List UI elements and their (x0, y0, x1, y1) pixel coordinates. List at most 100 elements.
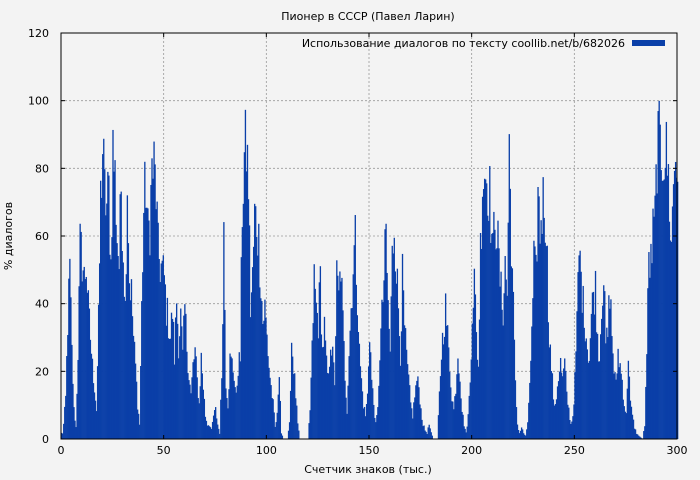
bar (451, 401, 453, 439)
y-tick-label: 20 (35, 365, 49, 378)
bar (200, 352, 202, 439)
bar (370, 352, 372, 439)
bar (357, 332, 360, 439)
bar (668, 221, 671, 439)
bar (520, 427, 523, 439)
bar (507, 222, 509, 439)
bar (118, 269, 120, 439)
bar (622, 399, 624, 439)
bar (145, 207, 147, 439)
bar (426, 434, 428, 439)
bar (363, 406, 366, 439)
bar (478, 319, 481, 439)
bar (211, 421, 214, 439)
bar (102, 154, 104, 439)
bar (383, 280, 385, 439)
bar (376, 415, 378, 439)
bar (511, 268, 514, 439)
bar (170, 312, 173, 439)
bar (278, 377, 280, 439)
bar (628, 376, 631, 439)
bar (320, 334, 323, 439)
bar (182, 349, 184, 439)
bar (570, 423, 572, 439)
bar (663, 179, 665, 440)
bar (495, 249, 497, 439)
bar (506, 295, 508, 439)
bar (671, 206, 674, 439)
bar (232, 372, 234, 439)
bar (450, 387, 452, 439)
bar (236, 385, 238, 439)
bar (598, 361, 601, 439)
bar (209, 427, 212, 439)
bar (193, 359, 195, 439)
bar (110, 259, 112, 439)
bar (81, 281, 83, 439)
bar (431, 435, 433, 439)
bar (171, 318, 174, 439)
y-tick-label: 80 (35, 162, 49, 175)
bar (359, 366, 362, 439)
bar (381, 299, 383, 439)
bar (544, 242, 546, 439)
bar (125, 274, 128, 439)
bar (585, 338, 587, 439)
bar (388, 328, 390, 439)
bar (152, 178, 154, 439)
bar (340, 281, 342, 439)
bar (534, 246, 536, 439)
bar (554, 404, 557, 439)
bar (555, 399, 558, 439)
bar (611, 336, 613, 439)
bar (156, 201, 158, 439)
bar (83, 266, 85, 439)
bar (631, 414, 634, 439)
bar (437, 415, 440, 439)
bar (192, 362, 194, 439)
bar (84, 278, 86, 439)
bar (550, 371, 553, 439)
bar (592, 291, 595, 439)
bar (428, 424, 430, 439)
bar (260, 298, 262, 439)
bar (639, 436, 641, 439)
bar (325, 355, 328, 439)
bar (134, 363, 137, 439)
bar (172, 321, 175, 439)
bar (100, 180, 102, 440)
bar (164, 284, 167, 439)
bar (308, 423, 310, 439)
bar (89, 339, 92, 439)
bar (358, 343, 361, 439)
bar (195, 356, 197, 439)
bar (472, 307, 475, 439)
bar (344, 380, 346, 439)
bar (626, 388, 629, 439)
bar (665, 121, 668, 440)
bar (208, 426, 211, 439)
bar (347, 385, 349, 439)
bar (366, 393, 369, 439)
bar (328, 366, 331, 439)
bar (274, 426, 276, 439)
bar (91, 358, 94, 439)
bar (591, 292, 594, 439)
bar (527, 422, 529, 439)
bar (540, 220, 542, 439)
bar (565, 371, 567, 439)
bar (616, 373, 618, 439)
bar (497, 220, 499, 439)
bar (574, 372, 576, 439)
bar (604, 291, 606, 439)
bar (148, 220, 150, 439)
bar (634, 429, 637, 439)
bar (139, 424, 141, 439)
bar (596, 333, 599, 439)
bar (533, 240, 535, 439)
bar (63, 423, 65, 439)
bar (268, 367, 270, 439)
bar (94, 400, 97, 439)
bar (281, 435, 284, 439)
bar (69, 258, 71, 439)
